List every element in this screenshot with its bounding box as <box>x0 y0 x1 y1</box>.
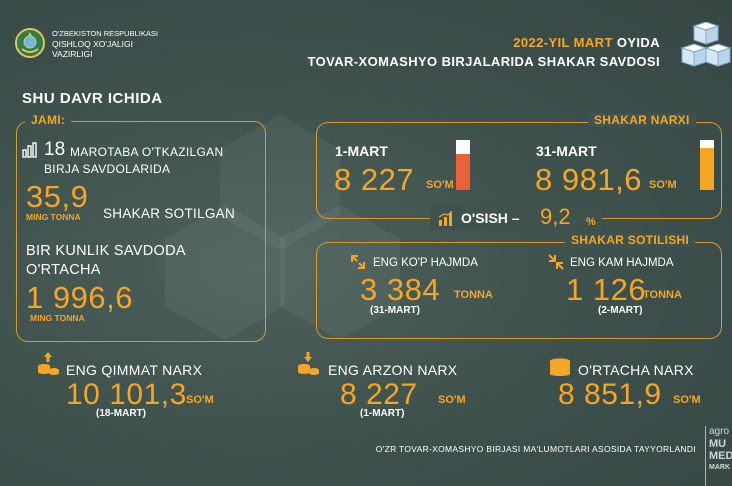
lowest-price-value: 8 227 <box>340 378 418 411</box>
growth-unit: % <box>586 216 596 228</box>
sales-max-date: (31-MART) <box>370 305 420 316</box>
highest-price-unit: SO'M <box>186 394 214 406</box>
sessions-text-2: BIRJA SAVDOLARIDA <box>44 162 171 176</box>
bar-chart-icon <box>22 142 38 158</box>
bg-hexagon <box>220 115 340 250</box>
thermometer-start <box>456 140 470 190</box>
highest-price-label: ENG QIMMAT NARX <box>66 362 203 378</box>
price-tag: SHAKAR NARXI <box>588 113 696 127</box>
page-title: TOVAR-XOMASHYO BIRJALARIDA SHAKAR SAVDOS… <box>307 54 660 69</box>
growth-chart-icon <box>438 210 453 226</box>
sales-min-date: (2-MART) <box>598 305 643 316</box>
sessions-text-1: MAROTABA O'TKAZILGAN <box>70 145 224 159</box>
brand-line-3: MED <box>709 450 732 462</box>
sales-min-value: 1 126 <box>566 272 647 307</box>
source-note: O'ZR TOVAR-XOMASHYO BIRJASI MA'LUMOTLARI… <box>375 444 696 454</box>
totals-panel <box>16 121 266 342</box>
period-heading: SHU DAVR ICHIDA <box>22 90 163 107</box>
sales-panel <box>316 242 722 339</box>
average-price-label: O'RTACHA NARX <box>578 362 694 378</box>
lowest-price-label: ENG ARZON NARX <box>328 362 458 378</box>
thermometer-start-fill <box>456 154 470 190</box>
price-start-unit: SO'M <box>426 179 454 191</box>
title-highlight: 2022-YIL MART <box>513 35 613 50</box>
state-emblem-icon <box>14 27 46 59</box>
price-start-date: 1-MART <box>335 143 388 159</box>
average-price-value: 8 851,9 <box>558 378 662 411</box>
bg-hexagon <box>280 205 400 340</box>
growth-strip <box>430 206 602 230</box>
daily-text-1: BIR KUNLIK SAVDODA <box>26 243 186 259</box>
brand-line-4: MARK <box>709 464 730 471</box>
growth-value: 9,2 <box>540 204 571 229</box>
collapse-arrows-icon <box>548 254 564 270</box>
thermometer-end-fill <box>700 147 714 190</box>
ministry-line-3: VAZIRLIGI <box>52 49 93 59</box>
sales-tag: SHAKAR SOTILISHI <box>565 233 696 247</box>
price-start-value: 8 227 <box>334 162 415 197</box>
brand-logo: agro MU MED MARK <box>705 426 732 486</box>
expand-arrows-icon <box>350 254 366 270</box>
sessions-count: 18 <box>44 139 66 160</box>
sales-min-unit: TONNA <box>643 289 682 301</box>
highest-price-date: (18-MART) <box>96 408 146 419</box>
daily-value: 1 996,6 <box>26 280 133 315</box>
price-end-value: 8 981,6 <box>535 162 642 197</box>
average-price-unit: SO'M <box>673 394 701 406</box>
ministry-line-2: QISHLOQ XO'JALIGI <box>52 39 133 49</box>
sales-max-unit: TONNA <box>454 289 493 301</box>
growth-label: O'SISH – <box>461 210 520 226</box>
sold-text: SHAKAR SOTILGAN <box>103 206 236 221</box>
brand-line-2: MU <box>709 438 727 450</box>
sugar-cubes-icon <box>680 21 732 72</box>
sold-unit: MING TONNA <box>26 212 81 222</box>
totals-tag: JAMI: <box>25 113 72 127</box>
price-end-date: 31-MART <box>536 143 597 159</box>
lowest-price-unit: SO'M <box>438 394 466 406</box>
coins-up-icon <box>36 352 60 376</box>
title-rest: OYIDA <box>616 35 660 50</box>
coin-stack-icon <box>548 358 572 376</box>
coins-down-icon <box>296 352 320 376</box>
daily-text-2: O'RTACHA <box>26 262 101 278</box>
sold-value: 35,9 <box>26 179 89 214</box>
lowest-price-date: (1-MART) <box>360 408 405 419</box>
sales-min-label: ENG KAM HAJMDA <box>570 257 674 269</box>
highest-price-value: 10 101,3 <box>66 378 187 411</box>
thermometer-end <box>700 140 714 190</box>
sales-max-value: 3 384 <box>360 272 441 307</box>
ministry-line-1: O'ZBEKISTON RESPUBLIKASI <box>52 29 158 38</box>
price-end-unit: SO'M <box>649 179 677 191</box>
brand-line-1: agro <box>709 426 730 437</box>
sales-max-label: ENG KO'P HAJMDA <box>373 257 478 269</box>
daily-unit: MING TONNA <box>30 313 85 323</box>
